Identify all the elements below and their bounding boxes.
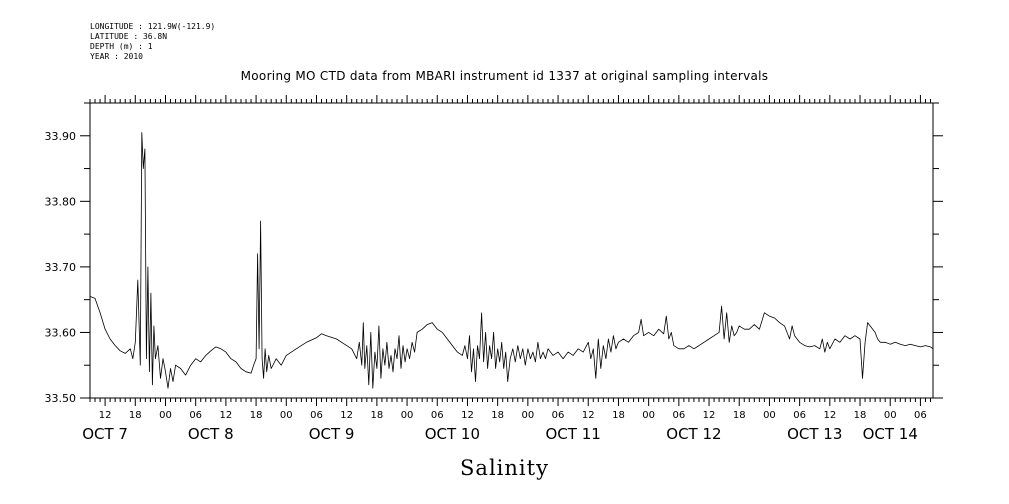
- x-hour-tick-label: 00: [280, 410, 293, 421]
- x-hour-tick-label: 06: [431, 410, 444, 421]
- depth-line: DEPTH (m) : 1: [90, 42, 153, 51]
- y-tick-label: 33.50: [45, 392, 77, 405]
- x-axis-label: Salinity: [460, 456, 549, 480]
- x-hour-tick-label: 06: [189, 410, 202, 421]
- x-hour-tick-label: 06: [914, 410, 927, 421]
- x-hour-tick-label: 00: [521, 410, 534, 421]
- x-hour-tick-label: 06: [672, 410, 685, 421]
- year-line: YEAR : 2010: [90, 52, 143, 61]
- x-hour-tick-label: 00: [884, 410, 897, 421]
- x-hour-tick-label: 12: [823, 410, 836, 421]
- x-day-label: OCT 8: [188, 425, 234, 443]
- x-hour-tick-label: 12: [99, 410, 112, 421]
- y-tick-label: 33.70: [45, 261, 77, 274]
- x-day-label: OCT 7: [82, 425, 128, 443]
- x-hour-tick-label: 12: [703, 410, 716, 421]
- x-hour-tick-label: 06: [552, 410, 565, 421]
- salinity-series-line: [89, 132, 934, 389]
- y-tick-label: 33.80: [45, 195, 77, 208]
- x-hour-tick-label: 18: [854, 410, 867, 421]
- plot-frame: [89, 102, 934, 399]
- x-hour-tick-label: 00: [642, 410, 655, 421]
- x-hour-tick-label: 18: [733, 410, 746, 421]
- x-hour-tick-label: 00: [763, 410, 776, 421]
- latitude-line: LATITUDE : 36.8N: [90, 32, 168, 41]
- x-hour-tick-label: 12: [582, 410, 595, 421]
- x-day-label: OCT 13: [787, 425, 842, 443]
- x-hour-tick-label: 12: [340, 410, 353, 421]
- x-day-label: OCT 14: [863, 425, 918, 443]
- x-hour-tick-label: 18: [371, 410, 384, 421]
- x-hour-tick-label: 18: [491, 410, 504, 421]
- y-tick-label: 33.90: [45, 130, 77, 143]
- metadata-block: LONGITUDE : 121.9W(-121.9) LATITUDE : 36…: [90, 22, 215, 62]
- longitude-line: LONGITUDE : 121.9W(-121.9): [90, 22, 216, 31]
- x-hour-tick-label: 06: [793, 410, 806, 421]
- x-hour-tick-label: 00: [159, 410, 172, 421]
- y-tick-label: 33.60: [45, 326, 77, 339]
- x-hour-tick-label: 00: [401, 410, 414, 421]
- chart-title: Mooring MO CTD data from MBARI instrumen…: [240, 69, 769, 83]
- x-hour-tick-label: 18: [612, 410, 625, 421]
- x-hour-tick-label: 06: [310, 410, 323, 421]
- x-day-label: OCT 9: [309, 425, 355, 443]
- x-hour-tick-label: 18: [250, 410, 263, 421]
- x-hour-tick-label: 12: [220, 410, 233, 421]
- x-day-label: OCT 10: [425, 425, 480, 443]
- x-hour-tick-label: 18: [129, 410, 142, 421]
- x-hour-tick-label: 12: [461, 410, 474, 421]
- x-day-label: OCT 12: [666, 425, 721, 443]
- x-day-label: OCT 11: [545, 425, 600, 443]
